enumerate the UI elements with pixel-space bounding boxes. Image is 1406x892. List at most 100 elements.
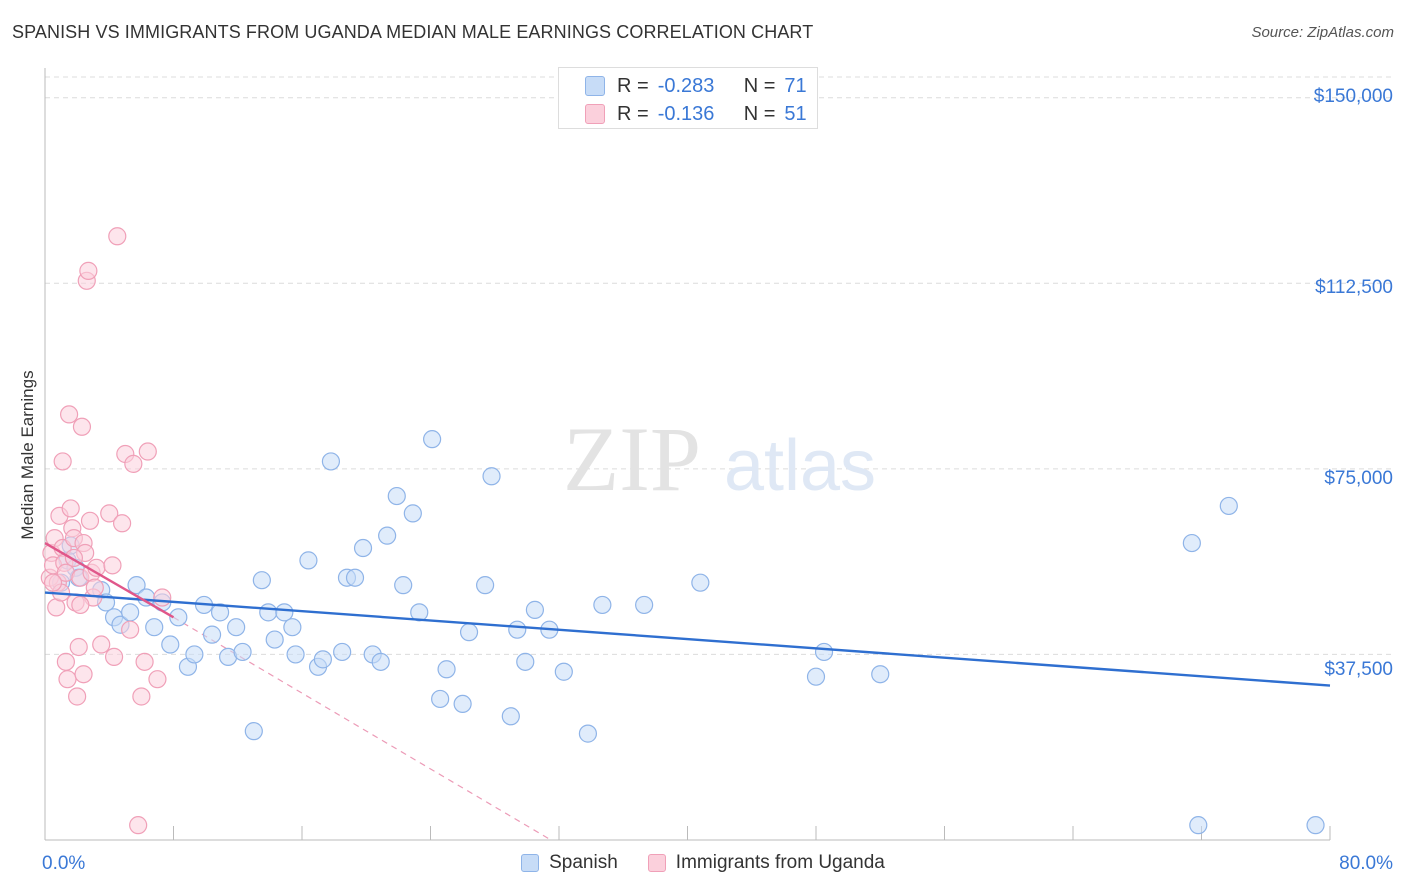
x-min-label: 0.0% [42,853,86,874]
spanish-point-12 [145,618,164,637]
spanish-point-37 [345,568,365,587]
spanish-point-19 [202,625,222,644]
uganda-point-24 [74,665,93,684]
uganda-point-45 [148,670,167,689]
y-axis-title: Median Male Earnings [18,370,37,540]
legend-item-uganda[interactable]: Immigrants from Uganda [647,852,885,874]
spanish-point-66 [1182,533,1201,553]
legend-item-spanish[interactable]: Spanish [521,852,618,874]
uganda-point-37 [112,514,132,533]
spanish-swatch [585,76,605,96]
spanish-point-60 [593,595,612,615]
uganda-point-33 [100,504,119,523]
uganda-point-42 [132,687,151,706]
uganda-point-19 [68,687,87,706]
spanish-point-22 [227,618,246,637]
uganda-point-27 [79,261,98,280]
y-tick-label-150000: $150,000 [1313,86,1393,107]
trend-lines [44,542,1331,687]
x-max-label: 80.0% [1339,853,1393,874]
uganda-swatch [585,104,605,124]
chart-title: SPANISH VS IMMIGRANTS FROM UGANDA MEDIAN… [12,22,814,42]
legend-row-spanish: R = -0.283 N = 71 [585,73,807,99]
spanish-point-41 [378,526,397,545]
uganda-r-value: -0.136 [657,102,715,125]
spanish-point-14 [161,635,180,654]
y-tick-label-75000: $75,000 [1324,468,1393,489]
spanish-r-value: -0.283 [657,74,715,97]
spanish-point-69 [1306,816,1325,835]
uganda-point-44 [138,442,157,461]
r-label: R = [617,102,649,125]
spanish-point-15 [169,608,188,627]
spanish-point-10 [127,576,146,595]
spanish-point-27 [265,630,284,649]
spanish-point-62 [691,573,710,592]
r-label: R = [617,74,649,97]
spanish-point-51 [476,576,495,595]
uganda-point-28 [80,511,100,530]
correlation-legend: R = -0.283 N = 71 R = -0.136 N = 51 [558,67,818,129]
spanish-point-35 [333,642,352,662]
spanish-point-17 [185,645,204,664]
uganda-point-50 [71,595,90,615]
spanish-point-43 [394,576,413,595]
spanish-point-23 [233,642,252,662]
uganda-point-12 [56,652,75,671]
spanish-legend-label: Spanish [549,852,618,873]
uganda-point-15 [61,499,80,518]
uganda-point-13 [58,670,77,689]
uganda-point-35 [104,647,124,666]
spanish-point-68 [1189,816,1208,835]
spanish-point-34 [321,452,341,471]
uganda-point-46 [153,588,172,607]
spanish-point-28 [275,603,294,622]
spanish-point-49 [453,694,472,714]
uganda-point-32 [92,635,111,654]
spanish-point-59 [578,724,598,743]
source-label: Source: ZipAtlas.com [1251,24,1394,41]
spanish-point-67 [1219,496,1238,516]
spanish-point-31 [299,551,318,570]
uganda-point-49 [85,578,104,597]
uganda-legend-label: Immigrants from Uganda [675,852,885,873]
spanish-point-20 [210,603,230,622]
n-label: N = [743,74,776,97]
uganda-trend-extension [173,616,552,841]
uganda-point-14 [59,405,79,424]
uganda-point-34 [103,556,122,575]
spanish-point-65 [871,665,890,684]
spanish-point-63 [806,667,826,686]
spanish-point-54 [508,620,527,639]
y-tick-label-37500: $37,500 [1324,659,1393,680]
spanish-point-25 [252,571,271,590]
uganda-point-20 [69,637,88,657]
n-label: N = [743,102,776,125]
grid [45,76,1392,655]
spanish-point-47 [431,689,450,709]
spanish-point-56 [525,600,545,619]
spanish-point-38 [353,538,373,558]
spanish-n-value: 71 [784,74,807,97]
spanish-point-44 [403,504,422,523]
spanish-point-53 [501,707,520,726]
spanish-point-50 [459,623,479,642]
legend-row-uganda: R = -0.136 N = 51 [585,101,807,127]
spanish-point-9 [121,603,140,622]
spanish-point-64 [814,642,834,662]
spanish-point-24 [244,722,263,741]
spanish-point-33 [313,650,332,669]
uganda-point-22 [72,417,92,436]
spanish-point-42 [387,486,406,506]
uganda-point-36 [108,227,127,246]
axes [44,68,1331,841]
uganda-point-40 [124,454,143,473]
uganda-legend-swatch [647,854,666,872]
spanish-trend-line [44,591,1331,687]
spanish-point-29 [283,618,302,637]
uganda-n-value: 51 [784,102,807,125]
uganda-point-47 [43,573,63,592]
uganda-points [40,227,172,835]
spanish-point-40 [371,652,390,671]
